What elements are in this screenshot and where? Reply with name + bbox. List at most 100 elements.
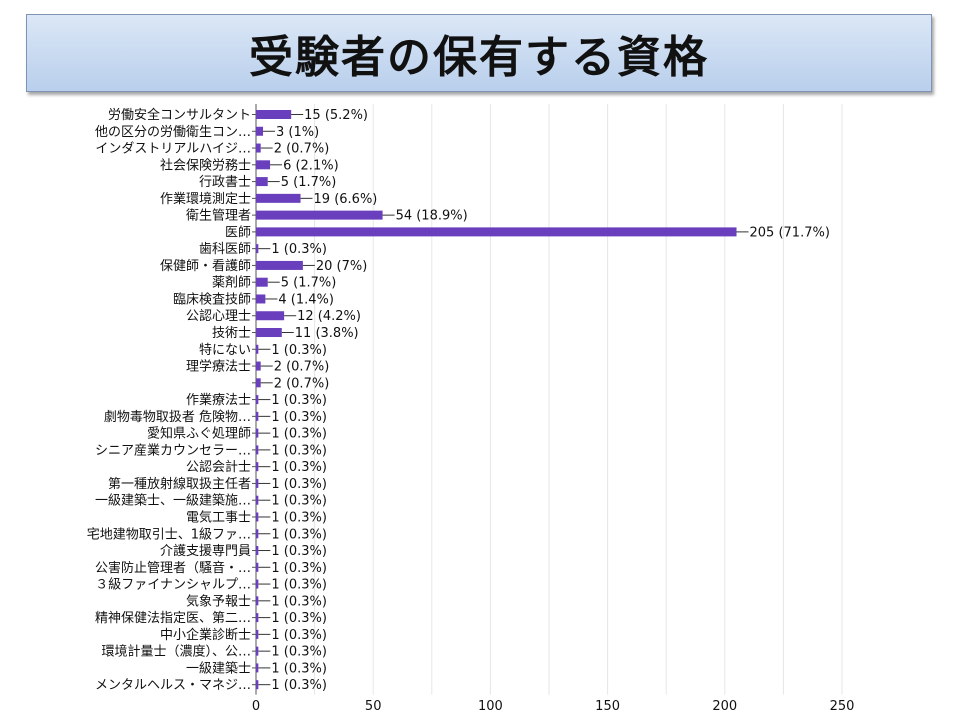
data-label: 20 (7%) [316,259,367,274]
bar [256,596,259,606]
bar [256,478,259,488]
data-label: 1 (0.3%) [271,427,327,442]
bar [256,411,259,421]
data-label: 1 (0.3%) [271,561,327,576]
data-label: 205 (71.7%) [750,225,830,240]
category-label: 医師 [225,225,251,240]
bar [256,529,259,539]
bar [256,193,301,203]
category-label: 技術士 [212,326,251,341]
bar [256,311,285,321]
bar-chart: 労働安全コンサルタント 15 (5.2%) 他の区分の労働衛生コン… 3 (1%) イン… [87,104,854,714]
bar [256,294,266,304]
x-tick-label: 50 [365,699,382,714]
bar [256,143,261,153]
category-label: 気象予報士 [186,593,251,609]
bar [256,445,259,455]
data-label: 1 (0.3%) [271,594,327,609]
data-label: 19 (6.6%) [314,192,378,207]
data-label: 1 (0.3%) [271,443,327,458]
data-label: 2 (0.7%) [274,376,330,391]
x-tick-label: 100 [478,699,503,714]
category-label: 宅地建物取引士、1級ファ… [87,527,251,542]
data-label: 4 (1.4%) [278,292,334,307]
bar [256,512,259,522]
category-label: 公認心理士 [186,308,251,324]
category-label: シニア産業カウンセラー… [95,442,251,458]
category-label: 社会保険労務士 [160,157,251,173]
data-label: 54 (18.9%) [396,209,468,224]
category-label: 理学療法士 [186,359,251,375]
bar [256,495,259,505]
bar [256,126,264,136]
data-label: 1 (0.3%) [271,460,327,475]
category-label: 一級建築士 [186,661,251,676]
data-label: 15 (5.2%) [304,108,368,123]
category-label: 臨床検査技師 [173,292,251,307]
bar [256,160,271,170]
bar [256,562,259,572]
category-label: 一級建築士、一級建築施… [95,494,251,509]
data-label: 12 (4.2%) [297,309,361,324]
bar [256,646,259,656]
category-label: メンタルヘルス・マネジ… [95,678,251,693]
bar [256,680,259,690]
data-label: 5 (1.7%) [281,276,337,291]
category-label: 他の区分の労働衛生コン… [95,125,251,140]
bar [256,361,261,371]
bar [256,629,259,639]
category-label: 環境計量士（濃度）、公… [101,644,251,660]
data-label: 2 (0.7%) [274,360,330,375]
data-label: 1 (0.3%) [271,393,327,408]
data-label: 1 (0.3%) [271,343,327,358]
bar [256,579,259,589]
category-label: インダストリアルハイジ… [95,142,251,157]
category-label: 行政書士 [199,175,251,190]
bar [256,110,292,119]
category-label: 中小企業診断士 [160,627,251,643]
bar [256,344,259,354]
category-label: 公害防止管理者（騒音・… [95,560,251,576]
category-label: 特にない [199,343,251,358]
bar [256,277,268,287]
data-label: 1 (0.3%) [271,494,327,509]
data-label: 1 (0.3%) [271,527,327,542]
data-label: 1 (0.3%) [271,477,327,492]
data-label: 1 (0.3%) [271,410,327,425]
bar [256,378,261,388]
category-label: 保健師・看護師 [160,258,251,274]
bar [256,177,268,187]
title-banner: 受験者の保有する資格 [26,14,932,92]
data-label: 1 (0.3%) [271,510,327,525]
category-label: 介護支援専門員 [160,543,251,559]
bar [256,395,259,405]
page-title: 受験者の保有する資格 [249,32,709,83]
data-label: 2 (0.7%) [274,142,330,157]
category-label: 歯科医師 [199,242,251,257]
bar [256,462,259,472]
bar [256,328,282,338]
category-label: 劇物毒物取扱者 危険物… [104,410,251,425]
data-label: 1 (0.3%) [271,544,327,559]
bar [256,613,259,623]
category-label: 衛生管理者 [186,209,251,224]
category-label: 作業療法士 [186,392,251,408]
bar [256,663,259,673]
data-label: 3 (1%) [276,125,319,140]
bar [256,260,303,270]
data-label: 1 (0.3%) [271,578,327,593]
category-label: 精神保健法指定医、第二… [95,611,251,626]
data-label: 1 (0.3%) [271,645,327,660]
bar [256,428,259,438]
category-label: 公認会計士 [186,459,251,475]
bar [256,244,259,254]
data-label: 6 (2.1%) [283,158,339,173]
category-label: 労働安全コンサルタント [108,107,251,123]
category-label: 電気工事士 [186,509,251,525]
bar [256,227,737,237]
data-label: 1 (0.3%) [271,628,327,643]
data-label: 5 (1.7%) [281,175,337,190]
data-label: 1 (0.3%) [271,611,327,626]
category-label: 第一種放射線取扱主任者 [108,476,251,492]
data-label: 1 (0.3%) [271,678,327,693]
